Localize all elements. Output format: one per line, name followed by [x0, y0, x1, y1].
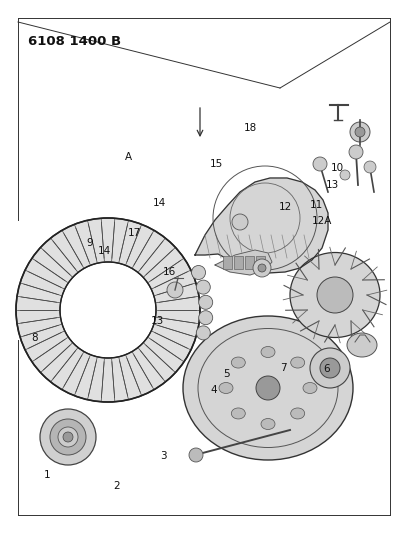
Circle shape: [189, 448, 203, 462]
Text: 8: 8: [31, 334, 38, 343]
Circle shape: [253, 259, 271, 277]
Text: 13: 13: [326, 181, 339, 190]
Circle shape: [60, 262, 156, 358]
Circle shape: [310, 348, 350, 388]
Text: 13: 13: [151, 316, 164, 326]
Text: 18: 18: [244, 123, 257, 133]
Circle shape: [313, 157, 327, 171]
Text: 6108 1400 B: 6108 1400 B: [28, 35, 121, 48]
Text: 12A: 12A: [312, 216, 333, 226]
Polygon shape: [215, 250, 272, 275]
Text: 4: 4: [211, 385, 217, 395]
Circle shape: [349, 145, 363, 159]
Ellipse shape: [219, 383, 233, 393]
Ellipse shape: [290, 253, 380, 337]
Circle shape: [320, 358, 340, 378]
Circle shape: [199, 295, 213, 309]
Circle shape: [199, 311, 213, 325]
Text: 6: 6: [323, 364, 330, 374]
Text: 12: 12: [279, 202, 292, 212]
Polygon shape: [195, 178, 328, 273]
Text: 15: 15: [210, 159, 223, 169]
Circle shape: [258, 264, 266, 272]
Text: 11: 11: [310, 200, 323, 210]
Circle shape: [256, 376, 280, 400]
Circle shape: [167, 282, 183, 298]
Circle shape: [196, 326, 210, 340]
Circle shape: [317, 277, 353, 313]
Text: 14: 14: [98, 246, 111, 255]
Circle shape: [340, 170, 350, 180]
FancyBboxPatch shape: [222, 255, 231, 269]
Circle shape: [50, 419, 86, 455]
Circle shape: [58, 427, 78, 447]
Text: A: A: [125, 152, 132, 162]
Text: 10: 10: [331, 163, 344, 173]
Text: 16: 16: [163, 267, 176, 277]
Circle shape: [63, 432, 73, 442]
Circle shape: [196, 280, 210, 294]
FancyBboxPatch shape: [233, 255, 242, 269]
Circle shape: [350, 122, 370, 142]
Circle shape: [191, 265, 206, 279]
Text: 1: 1: [44, 471, 50, 480]
Text: 14: 14: [153, 198, 166, 207]
Ellipse shape: [303, 383, 317, 393]
Ellipse shape: [290, 357, 305, 368]
Ellipse shape: [231, 357, 245, 368]
Text: 5: 5: [223, 369, 230, 379]
Text: 7: 7: [280, 363, 287, 373]
Circle shape: [16, 218, 200, 402]
Ellipse shape: [261, 346, 275, 358]
Circle shape: [364, 161, 376, 173]
Circle shape: [355, 127, 365, 137]
Text: 17: 17: [128, 229, 141, 238]
Circle shape: [40, 409, 96, 465]
FancyBboxPatch shape: [255, 255, 264, 269]
Ellipse shape: [261, 418, 275, 430]
Text: 2: 2: [113, 481, 120, 491]
Ellipse shape: [290, 408, 305, 419]
Ellipse shape: [347, 333, 377, 357]
Text: 9: 9: [86, 238, 93, 247]
FancyBboxPatch shape: [244, 255, 253, 269]
Circle shape: [232, 214, 248, 230]
Ellipse shape: [231, 408, 245, 419]
Ellipse shape: [183, 316, 353, 460]
Text: 3: 3: [160, 451, 166, 461]
